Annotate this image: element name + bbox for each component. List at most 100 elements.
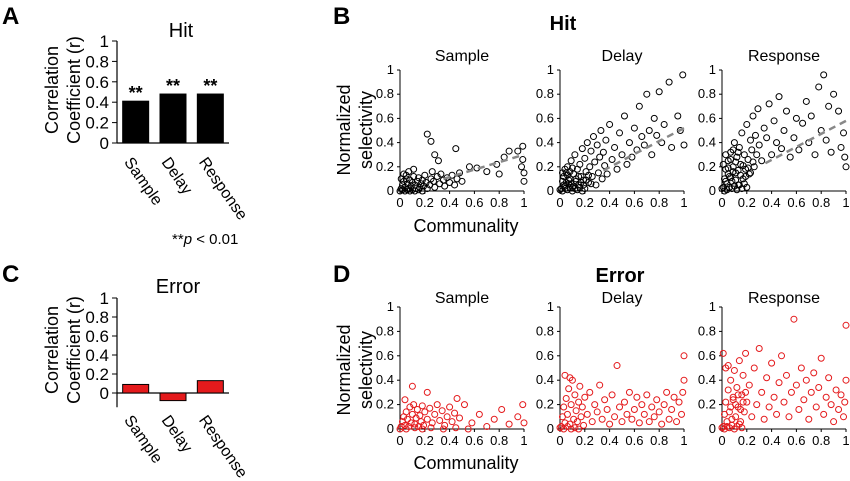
data-point	[640, 141, 648, 149]
data-point	[780, 127, 788, 134]
data-point	[815, 83, 823, 91]
x-tick-label: 0.4	[763, 195, 781, 210]
y-tick-label: 0.6	[536, 110, 554, 125]
data-point	[433, 172, 441, 180]
data-point	[520, 169, 528, 177]
data-point	[505, 420, 513, 428]
data-point	[628, 415, 636, 423]
data-point	[749, 112, 757, 120]
panel-d-scatter-grid: Error Normalized selectivity Communality…	[334, 265, 850, 473]
data-point	[732, 176, 740, 184]
data-point	[770, 117, 778, 125]
data-point	[603, 405, 611, 413]
panel-b-ylabel-line1: Normalized	[334, 84, 354, 175]
x-tick-label: 1	[680, 433, 687, 448]
data-point	[408, 410, 416, 418]
bar	[159, 93, 187, 144]
data-point	[795, 146, 803, 154]
y-tick-label: 0.6	[85, 327, 109, 346]
data-point	[765, 403, 773, 411]
data-point	[576, 382, 584, 390]
data-point	[782, 107, 790, 115]
data-point	[719, 349, 727, 357]
data-point	[749, 158, 757, 166]
panel-letter-b: B	[333, 3, 350, 30]
x-tick-label: 0.6	[465, 433, 483, 448]
data-point	[438, 407, 446, 415]
data-point	[722, 398, 730, 406]
data-point	[730, 139, 738, 147]
category-label: Delay	[158, 155, 195, 198]
data-point	[448, 418, 456, 426]
data-point	[428, 168, 436, 176]
y-tick-label: 0.4	[376, 135, 394, 150]
data-point	[418, 187, 426, 195]
y-tick-label: 1	[547, 299, 554, 314]
x-tick-label: 0.6	[625, 433, 643, 448]
y-tick-label: 0	[547, 183, 554, 198]
data-point	[790, 315, 798, 323]
x-tick-label: 0.4	[441, 195, 459, 210]
x-tick-label: 0.4	[441, 433, 459, 448]
data-point	[650, 114, 658, 122]
data-point	[407, 419, 415, 427]
bar	[196, 93, 224, 144]
data-point	[822, 393, 830, 401]
data-point	[436, 416, 444, 424]
panel-d-ylabel-line2: selectivity	[356, 331, 376, 409]
data-point	[426, 404, 434, 412]
data-point	[775, 379, 783, 387]
significance-note: **p < 0.01	[172, 231, 238, 248]
data-point	[660, 401, 668, 409]
y-tick-label: 0.8	[376, 86, 394, 101]
data-point	[599, 148, 607, 156]
data-point	[760, 124, 768, 132]
data-point	[596, 381, 604, 389]
data-point	[587, 147, 595, 155]
data-point	[571, 391, 579, 399]
data-point	[567, 157, 575, 165]
y-tick-label: 0	[547, 421, 554, 436]
data-point	[643, 90, 651, 98]
data-point	[724, 386, 732, 394]
data-point	[842, 376, 850, 384]
bar	[196, 380, 224, 394]
y-tick-label: 0.4	[536, 135, 554, 150]
data-point	[658, 420, 666, 428]
y-tick-label: 0.4	[376, 372, 394, 387]
data-point	[608, 391, 616, 399]
y-tick-label: 0.4	[536, 372, 554, 387]
data-point	[841, 398, 849, 406]
data-point	[763, 374, 771, 382]
subplot-delay: Delay 00 0.2 0.2 0.4 0.4 0.6 0.6 0.8 0.8 1 1	[536, 48, 688, 210]
data-point	[655, 408, 663, 416]
x-tick-label: 0	[718, 433, 725, 448]
data-point	[842, 163, 850, 171]
data-point	[775, 93, 783, 101]
data-point	[635, 419, 643, 427]
x-tick-label: 1	[680, 195, 687, 210]
data-point	[630, 405, 638, 413]
data-point	[679, 71, 687, 79]
x-tick-label: 0.2	[738, 195, 756, 210]
y-tick-label: 0.2	[536, 397, 554, 412]
data-point	[743, 120, 751, 128]
data-point	[739, 371, 747, 379]
y-tick-label: 0.8	[698, 86, 716, 101]
data-point	[575, 172, 583, 180]
data-point	[581, 185, 589, 193]
data-point	[613, 165, 621, 173]
data-point	[668, 405, 676, 413]
data-point	[458, 177, 466, 185]
data-point	[608, 156, 616, 164]
data-point	[763, 134, 771, 142]
y-tick-label: 0.6	[536, 348, 554, 363]
data-point	[580, 421, 588, 429]
data-point	[750, 364, 758, 372]
data-point	[732, 158, 740, 166]
data-point	[732, 401, 740, 409]
data-point	[679, 388, 687, 396]
data-point	[747, 136, 755, 144]
data-point	[611, 143, 619, 151]
data-point	[680, 376, 688, 384]
